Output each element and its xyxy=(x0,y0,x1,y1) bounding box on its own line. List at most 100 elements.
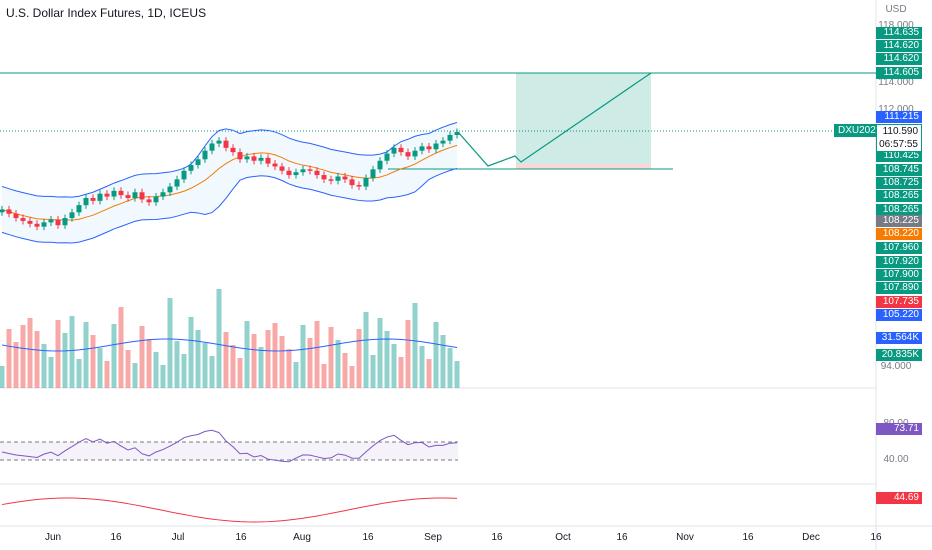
candle-body xyxy=(195,159,201,166)
price-label: 108.265 xyxy=(876,190,922,202)
volume-bar xyxy=(391,344,397,388)
volume-bar xyxy=(202,343,208,388)
stop-zone xyxy=(516,164,651,169)
volume-bar xyxy=(104,361,110,388)
symbol-tag: DXU2022 xyxy=(834,124,886,137)
volume-bar xyxy=(279,336,285,388)
price-label: 107.960 xyxy=(876,242,922,254)
time-tick-label: Dec xyxy=(802,532,820,543)
candle-body xyxy=(447,134,453,141)
volume-bar xyxy=(328,327,334,388)
volume-bar xyxy=(307,338,313,388)
volume-label: 31.564K xyxy=(876,332,922,344)
volume-bar xyxy=(349,366,355,388)
volume-bar xyxy=(209,356,215,388)
candle-body xyxy=(83,198,89,206)
candle-body xyxy=(440,140,446,144)
volume-bar xyxy=(342,353,348,388)
price-label: 114.605 xyxy=(876,67,922,79)
candle-body xyxy=(419,146,425,151)
volume-bar xyxy=(293,362,299,388)
volume-bar xyxy=(454,361,460,388)
candle-body xyxy=(237,152,243,160)
candle-body xyxy=(167,186,173,193)
candle-body xyxy=(41,222,47,227)
volume-bar xyxy=(111,324,117,388)
time-tick-label: 16 xyxy=(616,532,628,543)
current-price-label: 110.590 06:57:55 xyxy=(876,124,922,152)
bollinger-lower-line xyxy=(1,167,458,244)
oscillator-value-label: 44.69 xyxy=(876,492,922,504)
bar-countdown: 06:57:55 xyxy=(879,139,918,150)
candle-body xyxy=(160,192,166,197)
volume-bar xyxy=(300,325,306,388)
candle-body xyxy=(139,192,145,200)
volume-bar xyxy=(76,359,82,388)
volume-bar xyxy=(188,317,194,388)
candle-body xyxy=(111,190,117,197)
volume-bar xyxy=(265,330,271,388)
volume-bar xyxy=(370,355,376,388)
candle-body xyxy=(34,223,40,227)
volume-bar xyxy=(0,366,5,388)
volume-bar xyxy=(384,331,390,388)
volume-bar xyxy=(6,329,12,388)
volume-bar xyxy=(132,363,138,388)
candle-body xyxy=(76,205,82,213)
volume-bar xyxy=(258,347,264,388)
candle-body xyxy=(20,218,26,221)
price-label: 108.745 xyxy=(876,164,922,176)
price-label: 107.920 xyxy=(876,256,922,268)
volume-bar xyxy=(314,321,320,388)
time-tick-label: Sep xyxy=(424,532,442,543)
time-tick-label: Oct xyxy=(555,532,571,543)
price-label: 107.900 xyxy=(876,269,922,281)
candle-body xyxy=(90,198,96,201)
rsi-value-label: 73.71 xyxy=(876,423,922,435)
volume-bar xyxy=(55,320,61,388)
rsi-band xyxy=(0,442,458,460)
candle-body xyxy=(272,163,278,167)
candle-body xyxy=(153,196,159,203)
volume-bar xyxy=(181,354,187,388)
time-tick-label: Jun xyxy=(44,532,62,543)
price-label: 108.265 xyxy=(876,204,922,216)
volume-bar xyxy=(216,289,222,388)
time-tick-label: 16 xyxy=(362,532,374,543)
candle-body xyxy=(209,143,215,151)
volume-bar xyxy=(335,340,341,388)
price-label: 114.620 xyxy=(876,40,922,52)
volume-bar xyxy=(412,303,418,388)
volume-bar xyxy=(48,357,54,388)
candle-body xyxy=(132,192,138,198)
volume-label: 20.835K xyxy=(876,349,922,361)
candle-body xyxy=(426,146,432,150)
candle-body xyxy=(286,170,292,176)
candle-body xyxy=(230,147,236,153)
price-label: 114.635 xyxy=(876,27,922,39)
time-tick-label: Aug xyxy=(293,532,311,543)
price-label: 114.620 xyxy=(876,53,922,65)
candle-body xyxy=(0,209,5,213)
volume-bar xyxy=(139,326,145,388)
volume-bar xyxy=(69,316,75,388)
volume-bar xyxy=(244,321,250,388)
candle-body xyxy=(356,185,362,187)
volume-bar xyxy=(13,342,19,388)
volume-bar xyxy=(230,345,236,388)
rsi-tick-label: 40.00 xyxy=(883,454,909,465)
volume-bar xyxy=(419,346,425,388)
candle-body xyxy=(55,219,61,226)
volume-bar xyxy=(426,359,432,388)
candle-body xyxy=(97,193,103,201)
volume-bar xyxy=(195,330,201,388)
volume-bar xyxy=(90,335,96,388)
bollinger-upper-line xyxy=(1,121,458,198)
price-label: 107.890 xyxy=(876,282,922,294)
rsi-line xyxy=(1,429,458,463)
candle-body xyxy=(265,157,271,164)
time-tick-label: 16 xyxy=(870,532,882,543)
candle-body xyxy=(251,156,257,161)
volume-bar xyxy=(83,322,89,388)
